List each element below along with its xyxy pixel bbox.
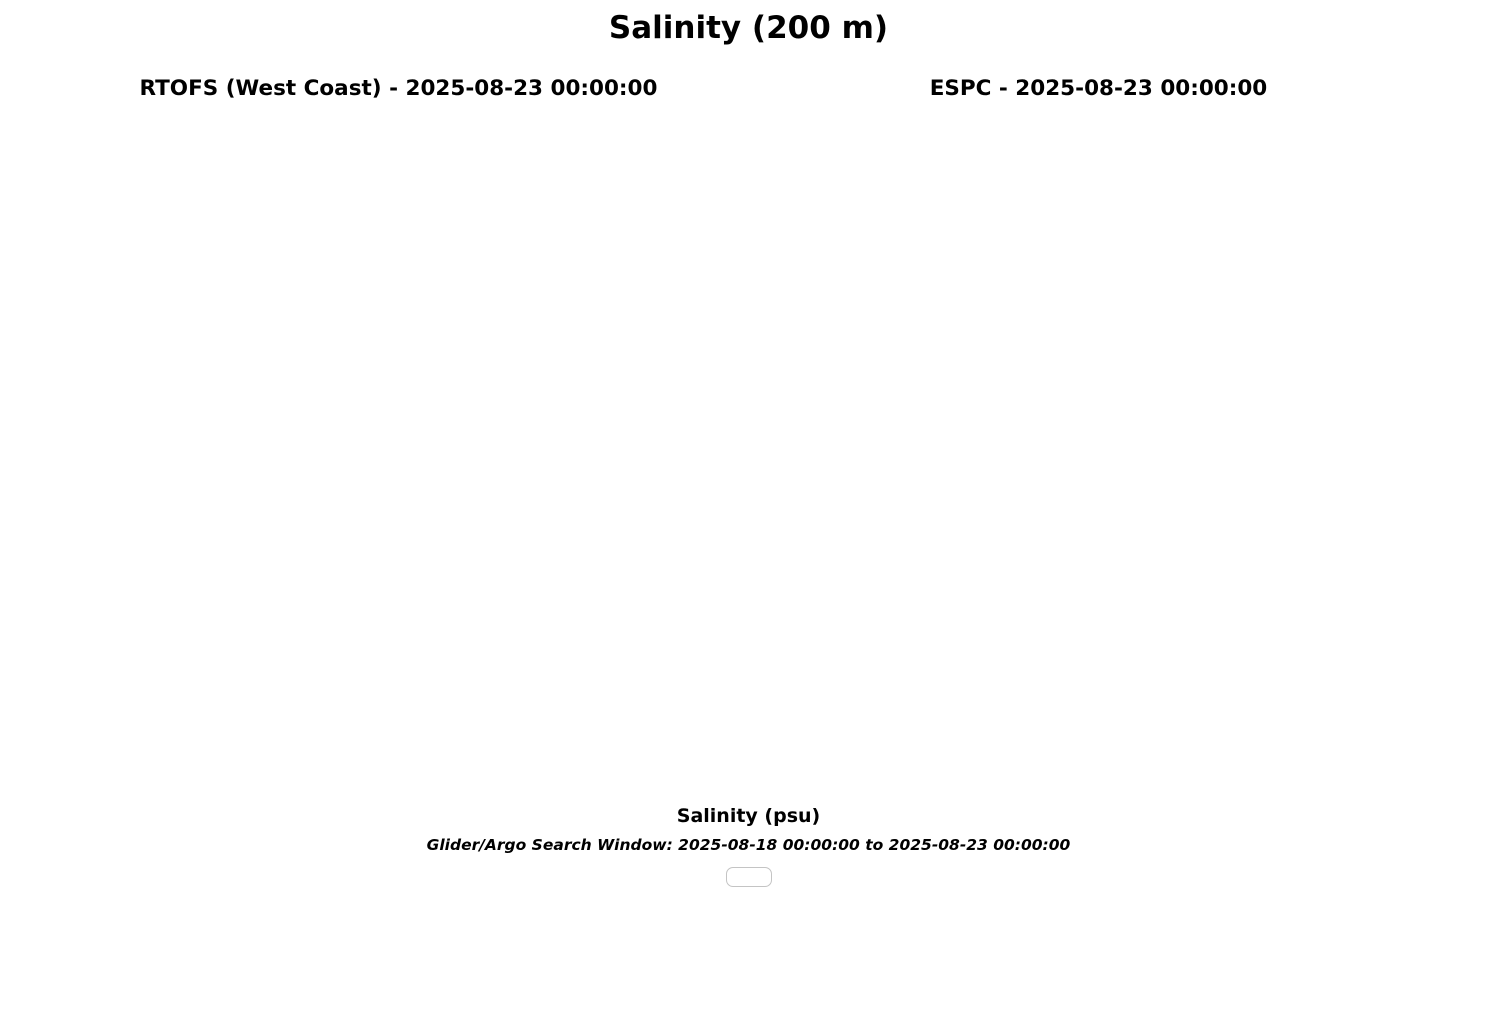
legend-wrap xyxy=(0,867,1497,887)
colorbar xyxy=(49,741,1449,801)
colorbar-wrap xyxy=(0,741,1497,805)
search-window-note: Glider/Argo Search Window: 2025-08-18 00… xyxy=(426,836,1071,854)
map-rtofs xyxy=(47,101,707,715)
legend xyxy=(725,867,772,887)
panel-espc: ESPC - 2025-08-23 00:00:00 xyxy=(791,76,1451,719)
colorbar-label: Salinity (psu) xyxy=(676,805,821,827)
panel-rtofs: RTOFS (West Coast) - 2025-08-23 00:00:00 xyxy=(47,76,707,719)
figure-title: Salinity (200 m) xyxy=(608,10,889,46)
map-espc xyxy=(791,101,1451,715)
panel-title-rtofs: RTOFS (West Coast) - 2025-08-23 00:00:00 xyxy=(139,76,658,101)
panels-row: RTOFS (West Coast) - 2025-08-23 00:00:00… xyxy=(0,76,1497,719)
panel-title-espc: ESPC - 2025-08-23 00:00:00 xyxy=(929,76,1268,101)
